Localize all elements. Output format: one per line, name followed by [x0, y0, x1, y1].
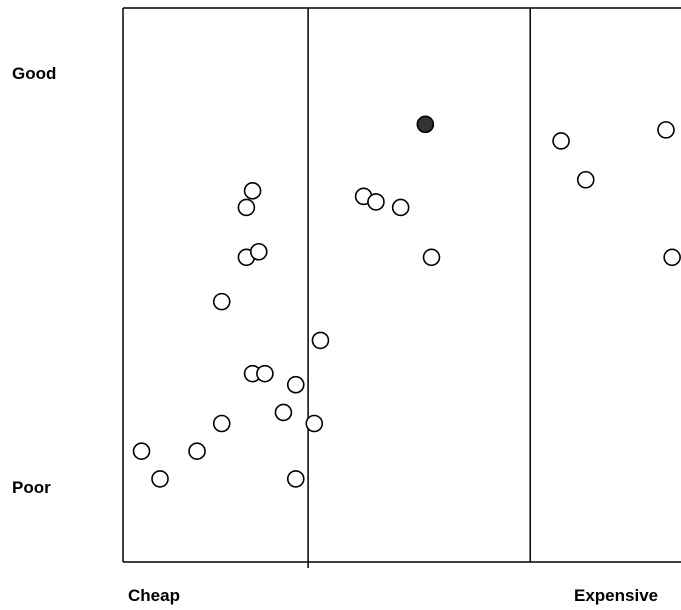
data-point-open [311, 331, 330, 350]
data-point-open [188, 442, 206, 461]
data-points [132, 115, 681, 488]
x-axis-left-label: Cheap [128, 586, 180, 605]
data-point-open [422, 248, 441, 267]
data-point-open [305, 414, 324, 433]
y-axis-top-label: Good [12, 64, 57, 83]
data-point-open [286, 470, 305, 488]
data-point-open [249, 242, 268, 261]
data-point-filled [416, 115, 435, 134]
data-point-open [657, 121, 675, 139]
data-point-open [286, 375, 305, 394]
x-axis-right-label: Expensive [574, 586, 659, 605]
data-point-open [367, 193, 385, 211]
data-point-open [663, 248, 681, 267]
data-point-open [151, 470, 169, 488]
data-point-open [212, 292, 231, 311]
plot-frame [122, 7, 681, 568]
data-point-open [274, 403, 293, 422]
data-point-open [391, 198, 410, 217]
data-point-open [576, 170, 595, 189]
data-point-open [212, 414, 231, 433]
data-point-open [243, 182, 262, 200]
data-point-open [552, 132, 570, 150]
data-point-open [237, 198, 256, 217]
y-axis-bottom-label: Poor [12, 478, 51, 497]
data-point-open [132, 442, 151, 461]
data-point-open [256, 364, 274, 383]
